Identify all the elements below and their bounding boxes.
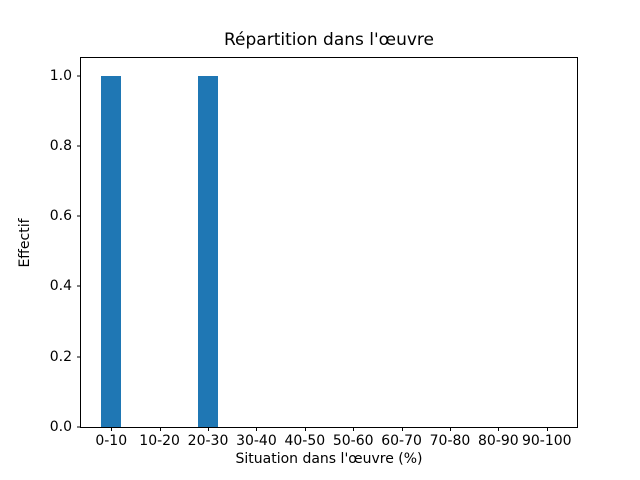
y-tick-mark [77, 215, 81, 217]
y-tick-label: 0.0 [49, 419, 72, 435]
y-axis-label: Effectif [17, 217, 33, 268]
x-tick-label: 20-30 [187, 433, 229, 449]
x-tick-mark [401, 427, 403, 431]
x-tick-label: 60-70 [381, 433, 422, 449]
x-tick-label: 30-40 [236, 433, 277, 449]
y-tick-mark [77, 145, 81, 147]
y-tick-mark [77, 285, 81, 287]
x-tick-label: 90-100 [521, 433, 572, 449]
x-tick-label: 0-10 [95, 433, 128, 449]
x-tick-mark [159, 427, 161, 431]
y-tick-mark [77, 356, 81, 358]
x-tick-mark [498, 427, 500, 431]
y-tick-label: 0.2 [49, 348, 72, 365]
plot-area: Répartition dans l'œuvre Situation dans … [17, 30, 578, 467]
x-tick-mark [208, 427, 210, 431]
x-tick-mark [111, 427, 113, 431]
x-tick-mark [256, 427, 258, 431]
y-tick-mark [77, 426, 81, 428]
x-tick-mark [449, 427, 451, 431]
y-tick-label: 0.4 [49, 278, 72, 295]
y-tick-label: 0.8 [49, 137, 72, 154]
x-tick-label: 10-20 [139, 433, 180, 449]
x-tick-label: 40-50 [284, 433, 326, 449]
bar-20-30 [198, 75, 219, 427]
x-tick-mark [546, 427, 548, 431]
x-tick-label: 50-60 [332, 433, 374, 449]
y-tick-mark [77, 75, 81, 77]
y-tick-label: 1.0 [49, 67, 72, 84]
x-tick-label: 80-90 [478, 433, 519, 449]
x-axis-label: Situation dans l'œuvre (%) [235, 451, 423, 467]
x-tick-mark [304, 427, 306, 431]
x-tick-mark [353, 427, 355, 431]
bar-0-10 [101, 75, 122, 427]
chart-title: Répartition dans l'œuvre [223, 30, 434, 50]
y-tick-label: 0.6 [49, 208, 72, 225]
x-tick-label: 70-80 [429, 433, 471, 449]
